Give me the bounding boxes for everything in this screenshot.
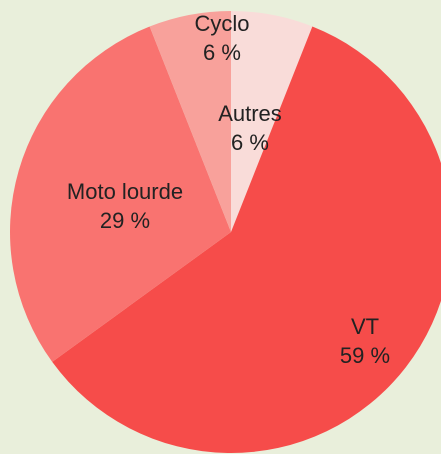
slice-value: 29 %	[100, 208, 150, 233]
slice-value: 6 %	[231, 130, 269, 155]
pie-slice	[149, 11, 231, 232]
pie-slice	[9, 26, 231, 362]
pie-slice	[52, 26, 441, 453]
slice-value: 6 %	[203, 40, 241, 65]
pie-slice	[231, 11, 313, 232]
slice-value: 59 %	[340, 343, 390, 368]
slice-name: Cyclo	[194, 11, 249, 36]
slice-name: Moto lourde	[67, 179, 183, 204]
slice-name: VT	[351, 314, 379, 339]
slice-name: Autres	[218, 101, 282, 126]
